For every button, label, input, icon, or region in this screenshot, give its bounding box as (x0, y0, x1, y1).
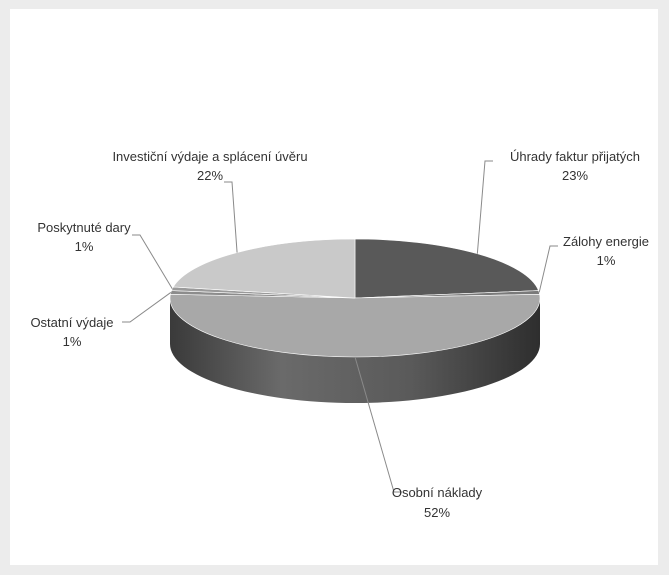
chart-area: Úhrady faktur přijatých 23% Zálohy energie… (10, 9, 658, 565)
leader-lines (122, 160, 558, 493)
data-labels: Úhrady faktur přijatých 23% Zálohy energie… (30, 149, 649, 520)
slice-label: Ostatní výdaje (30, 315, 113, 330)
leader-line (354, 356, 402, 493)
pie-slices (169, 238, 541, 358)
slice-value-label: 52% (424, 505, 450, 520)
pie-slice (172, 238, 356, 299)
leader-line (224, 181, 238, 253)
pie-slice (169, 293, 541, 358)
pie-chart: Úhrady faktur přijatých 23% Zálohy energie… (30, 149, 649, 520)
slice-value-label: 1% (597, 253, 616, 268)
pie-side-wall (170, 298, 540, 403)
slice-label: Investiční výdaje a splácení úvěru (112, 149, 307, 164)
slice-label: Poskytnuté dary (37, 220, 131, 235)
slice-label: Zálohy energie (563, 234, 649, 249)
slice-label: Osobní náklady (392, 485, 483, 500)
slice-value-label: 1% (75, 239, 94, 254)
slice-value-label: 1% (63, 334, 82, 349)
pie-sides (170, 298, 540, 403)
slice-label: Úhrady faktur přijatých (510, 149, 640, 164)
slice-value-label: 23% (562, 168, 588, 183)
pie-slice (354, 238, 539, 299)
leader-line (122, 292, 172, 323)
leader-line (132, 234, 173, 290)
slice-value-label: 22% (197, 168, 223, 183)
leader-line (476, 160, 493, 254)
leader-line (538, 245, 558, 293)
